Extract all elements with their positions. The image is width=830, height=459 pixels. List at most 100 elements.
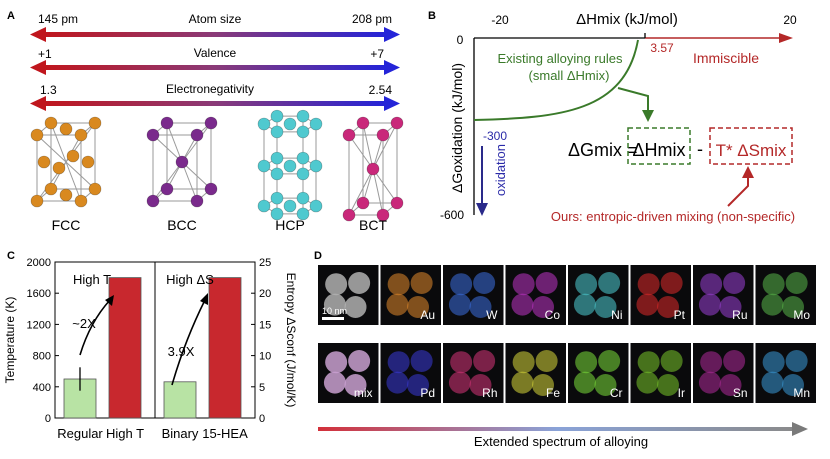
bct-atom: [376, 128, 390, 142]
bct-atom: [376, 208, 390, 222]
eds-particle: [348, 350, 371, 372]
eds-particle: [782, 374, 805, 396]
electronegativity-arrow: 1.3 Electronegativity 2.54: [30, 82, 400, 111]
oxidation-label: oxidation: [493, 144, 508, 196]
right-tick-label: 20: [259, 288, 271, 300]
bar-high-t: [108, 277, 142, 419]
atom-size-title: Atom size: [189, 12, 242, 26]
bct-bond: [372, 122, 398, 170]
eds-label-fe: Fe: [546, 386, 560, 400]
eds-particle: [698, 371, 721, 394]
left-tick-label: 1600: [27, 288, 51, 300]
ours-label: Ours: entropic-driven mixing (non-specif…: [551, 209, 795, 224]
eds-particle: [594, 296, 617, 318]
bcc-atom: [146, 128, 160, 142]
eds-particle: [448, 371, 471, 394]
panel-d: D 10 nm Au W Co Ni Pt Ru Mo mix Pd Rh Fe Cr Ir Sn Mn E…: [314, 250, 816, 449]
spectrum-label: Extended spectrum of alloying: [474, 434, 648, 449]
bct-atom: [356, 116, 370, 130]
panel-a: A 145 pm Atom size 208 pm +1 Valence +7 …: [7, 10, 404, 233]
immiscible-arrow-head: [779, 33, 793, 43]
spectrum-arrow-shaft: [318, 427, 796, 431]
delta-h-box: [627, 127, 691, 165]
eds-particle: [387, 273, 410, 296]
eds-label-co: Co: [545, 308, 561, 322]
bcc-bond: [166, 122, 183, 163]
eds-particle: [407, 374, 430, 396]
eds-label-mix: mix: [354, 386, 373, 400]
category-label: 15-HEA: [202, 426, 248, 441]
eds-particle: [723, 350, 746, 372]
eds-label-ir: Ir: [678, 386, 685, 400]
fcc-atom: [44, 182, 58, 196]
panel-b-label: B: [428, 10, 436, 22]
left-growth-arrow: [79, 299, 111, 356]
eds-label-mn: Mn: [793, 386, 810, 400]
left-tick-label: 0: [45, 413, 51, 425]
hcp-atom: [309, 159, 323, 173]
valence-right: +7: [370, 47, 384, 61]
bct-atom: [390, 196, 404, 210]
eds-label-au: Au: [420, 308, 435, 322]
eds-particle: [660, 272, 683, 294]
right-tick-label: 10: [259, 351, 271, 363]
bcc-atom: [190, 128, 204, 142]
atom-size-arrow-shaft: [44, 32, 386, 37]
eds-particle: [762, 351, 785, 374]
atom-size-left: 145 pm: [38, 12, 78, 26]
threshold-value: 3.57: [650, 41, 674, 55]
eds-particle: [532, 374, 555, 396]
immiscible-label: Immiscible: [693, 50, 759, 66]
eds-particle: [637, 273, 660, 296]
left-axis-label: Temperature (K): [3, 297, 17, 384]
fcc-atom: [30, 194, 44, 208]
eds-particle: [723, 272, 746, 294]
electronegativity-left: 1.3: [40, 83, 57, 97]
bct-bond: [348, 168, 374, 216]
left-tick-label: 1200: [27, 319, 51, 331]
bct-atom: [342, 128, 356, 142]
equation-term1: ΔHmix: [632, 140, 685, 160]
eds-particle: [575, 273, 598, 296]
category-labels: Regular High T Binary 15-HEA: [57, 426, 248, 441]
bcc-atom: [204, 116, 218, 130]
hcp-atom: [296, 125, 310, 139]
hcp-atom: [270, 191, 284, 205]
eds-particle: [761, 293, 784, 316]
eds-particle: [598, 350, 621, 372]
fcc-atom: [66, 149, 80, 163]
right-growth-arrow: [171, 299, 206, 386]
bcc-atom: [160, 116, 174, 130]
eds-particle: [323, 371, 346, 394]
entropy-box: [709, 127, 793, 165]
hcp-atom: [270, 167, 284, 181]
fcc-atom: [74, 128, 88, 142]
eds-particle: [386, 371, 409, 394]
atom-size-arrow: 145 pm Atom size 208 pm: [30, 12, 400, 42]
hcp-atom: [270, 109, 284, 123]
bcc-bond: [152, 134, 183, 163]
eds-particle: [637, 351, 660, 374]
eds-particle: [450, 273, 473, 296]
hcp-atom: [296, 151, 310, 165]
valence-left: +1: [38, 47, 52, 61]
panel-c-label: C: [7, 250, 15, 262]
fcc-atom: [74, 194, 88, 208]
eds-particle: [700, 273, 723, 296]
bct-bond: [372, 168, 398, 204]
eds-particle: [573, 293, 596, 316]
equation-minus: -: [697, 139, 703, 159]
right-axis-label: Entropy ΔSconf (J/mol/K): [284, 273, 298, 408]
panel-c: C 2000 1600 1200 800 400 0 25 20 15 10 5 0 Regular…: [3, 250, 298, 441]
left-tick-label: 800: [33, 351, 51, 363]
bct-atom: [390, 116, 404, 130]
eds-particle: [469, 374, 492, 396]
hcp-atom: [257, 159, 271, 173]
right-tick-label: 15: [259, 319, 271, 331]
bcc-atom: [146, 194, 160, 208]
eds-label-w: W: [486, 308, 498, 322]
fcc-atom: [44, 116, 58, 130]
category-label: High T: [106, 426, 144, 441]
eds-label-sn: Sn: [733, 386, 748, 400]
spectrum-arrow-head: [792, 422, 808, 436]
